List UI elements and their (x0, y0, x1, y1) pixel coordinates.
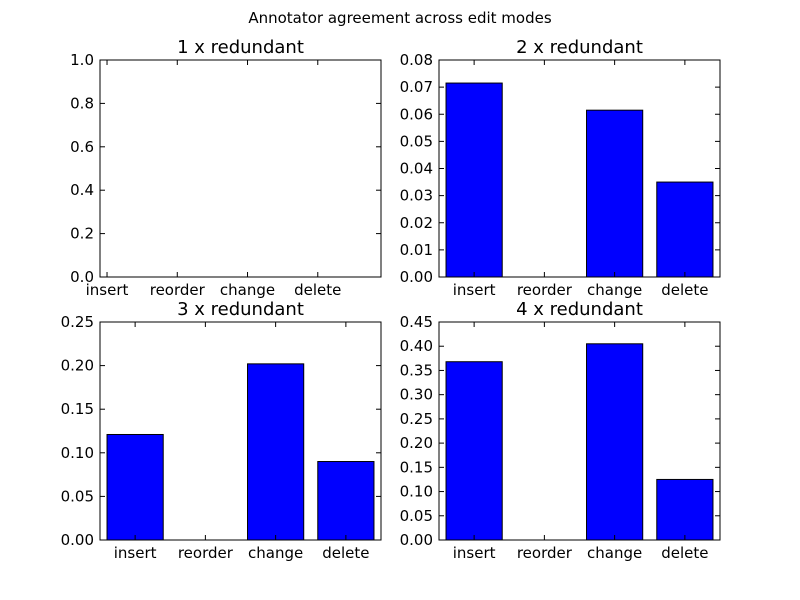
y-tick-label: 0.8 (70, 94, 94, 112)
y-tick-label: 0.06 (400, 105, 433, 123)
x-tick-label: reorder (517, 544, 573, 562)
x-tick-label: delete (294, 281, 341, 299)
y-tick-label: 0.25 (61, 313, 94, 331)
bar-delete (656, 478, 714, 541)
bar-insert (445, 361, 503, 541)
x-tick-label: insert (114, 544, 157, 562)
y-tick-label: 0.20 (61, 357, 94, 375)
x-tick-label: change (248, 544, 303, 562)
bar-delete (317, 461, 375, 541)
y-tick-label: 0.4 (70, 181, 94, 199)
y-tick-label: 0.00 (400, 268, 433, 286)
x-tick-label: delete (661, 544, 708, 562)
y-tick-label: 0.08 (400, 51, 433, 69)
y-tick-label: 0.15 (61, 400, 94, 418)
x-tick-label: delete (661, 281, 708, 299)
y-tick-label: 0.05 (61, 487, 94, 505)
y-tick-label: 0.03 (400, 187, 433, 205)
axes-frame (438, 59, 721, 278)
x-tick-label: insert (86, 281, 129, 299)
x-tick-label: reorder (517, 281, 573, 299)
bar-change (247, 363, 305, 541)
y-tick-label: 0.45 (400, 313, 433, 331)
y-tick-label: 0.00 (400, 531, 433, 549)
y-tick-label: 0.10 (400, 483, 433, 501)
bar-insert (106, 433, 164, 541)
x-tick-label: insert (453, 281, 496, 299)
y-tick-label: 0.10 (61, 444, 94, 462)
y-tick-label: 0.6 (70, 138, 94, 156)
x-tick-label: change (587, 544, 642, 562)
y-tick-label: 0.0 (70, 268, 94, 286)
x-tick-label: reorder (178, 544, 234, 562)
subplot-1: 1 x redundant 0.0 0.2 0.4 0.6 0.8 1.0 insert reo… (70, 37, 382, 299)
subplot-title: 2 x redundant (516, 37, 643, 58)
x-tick-label: change (587, 281, 642, 299)
y-tick-label: 0.15 (400, 458, 433, 476)
x-tick-label: insert (453, 544, 496, 562)
subplot-title: 4 x redundant (516, 299, 643, 320)
subplot-2: 2 x redundant 0.00 0.01 0.02 0.03 0.04 0.05 0.0… (400, 37, 721, 299)
y-tick-label: 0.07 (400, 78, 433, 96)
figure-title: Annotator agreement across edit modes (248, 9, 551, 27)
subplot-4: 4 x redundant 0.00 0.05 0.10 0.15 0.20 0.25 0.3… (400, 299, 721, 562)
x-tick-label: reorder (150, 281, 206, 299)
y-tick-label: 0.20 (400, 434, 433, 452)
y-tick-label: 0.25 (400, 410, 433, 428)
axes-frame (99, 59, 382, 278)
y-tick-label: 0.2 (70, 225, 94, 243)
y-tick-label: 0.05 (400, 132, 433, 150)
subplot-title: 3 x redundant (177, 299, 304, 320)
y-tick-label: 0.40 (400, 337, 433, 355)
y-tick-label: 0.01 (400, 241, 433, 259)
subplot-3: 3 x redundant 0.00 0.05 0.10 0.15 0.20 0.25 ins… (61, 299, 382, 562)
x-tick-label: change (220, 281, 275, 299)
axes-frame (99, 321, 382, 541)
bar-insert (445, 82, 503, 278)
bar-change (586, 109, 644, 278)
x-tick-label: delete (322, 544, 369, 562)
subplots: 1 x redundant 0.0 0.2 0.4 0.6 0.8 1.0 insert reo… (61, 37, 721, 562)
subplot-title: 1 x redundant (177, 37, 304, 58)
y-tick-label: 1.0 (70, 51, 94, 69)
axes-frame (438, 321, 721, 541)
bar-delete (656, 181, 714, 278)
y-tick-label: 0.35 (400, 361, 433, 379)
bar-change (586, 343, 644, 541)
y-tick-label: 0.02 (400, 214, 433, 232)
y-tick-label: 0.30 (400, 386, 433, 404)
y-tick-label: 0.00 (61, 531, 94, 549)
y-tick-label: 0.04 (400, 160, 433, 178)
y-tick-label: 0.05 (400, 507, 433, 525)
